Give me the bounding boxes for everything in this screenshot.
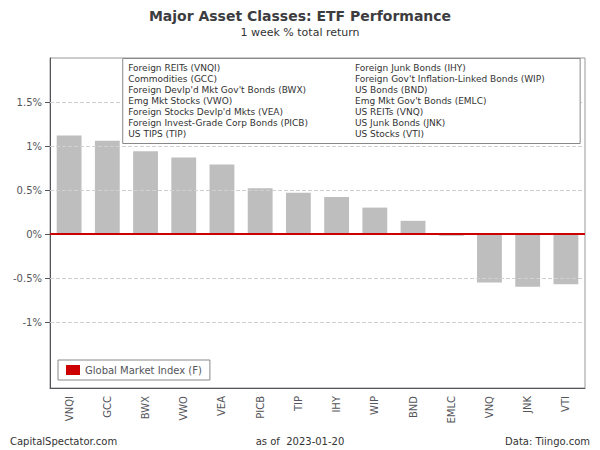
svg-text:VTI: VTI bbox=[560, 396, 571, 412]
svg-text:GCC: GCC bbox=[102, 396, 113, 418]
svg-text:-1%: -1% bbox=[23, 317, 42, 328]
svg-text:BWX: BWX bbox=[140, 396, 151, 419]
svg-text:WIP: WIP bbox=[369, 396, 380, 415]
svg-text:1.5%: 1.5% bbox=[17, 97, 42, 108]
svg-text:TIP: TIP bbox=[293, 396, 304, 412]
svg-text:Data: Tiingo.com: Data: Tiingo.com bbox=[505, 436, 590, 447]
svg-text:Commodities (GCC): Commodities (GCC) bbox=[128, 74, 217, 84]
svg-text:US Stocks (VTI): US Stocks (VTI) bbox=[355, 129, 424, 139]
svg-text:JNK: JNK bbox=[522, 396, 533, 414]
svg-text:Foreign REITs (VNQI): Foreign REITs (VNQI) bbox=[128, 63, 220, 73]
svg-text:1 week % total return: 1 week % total return bbox=[240, 26, 359, 39]
svg-text:Foreign Devlp'd Mkt Gov't Bond: Foreign Devlp'd Mkt Gov't Bonds (BWX) bbox=[128, 85, 306, 95]
svg-text:VNQ: VNQ bbox=[484, 396, 495, 418]
svg-text:Foreign Junk Bonds (IHY): Foreign Junk Bonds (IHY) bbox=[355, 63, 466, 73]
svg-text:Foreign Stocks Devlp'd Mkts (V: Foreign Stocks Devlp'd Mkts (VEA) bbox=[128, 107, 283, 117]
svg-text:IHY: IHY bbox=[331, 395, 342, 412]
svg-text:1%: 1% bbox=[26, 141, 42, 152]
svg-text:US REITs (VNQ): US REITs (VNQ) bbox=[355, 107, 423, 117]
svg-text:EMLC: EMLC bbox=[446, 396, 457, 424]
svg-text:as of 2023-01-20: as of 2023-01-20 bbox=[256, 436, 345, 447]
svg-text:Emg Mkt Gov't Bonds (EMLC): Emg Mkt Gov't Bonds (EMLC) bbox=[355, 96, 486, 106]
svg-text:Emg Mkt Stocks (VWO): Emg Mkt Stocks (VWO) bbox=[128, 96, 232, 106]
svg-text:Major Asset Classes: ETF Perfo: Major Asset Classes: ETF Performance bbox=[149, 8, 451, 24]
svg-text:PICB: PICB bbox=[255, 396, 266, 419]
svg-text:VNQI: VNQI bbox=[64, 396, 75, 421]
svg-text:VWO: VWO bbox=[178, 396, 189, 421]
svg-text:0.5%: 0.5% bbox=[17, 185, 42, 196]
svg-text:Foreign Gov't Inflation-Linked: Foreign Gov't Inflation-Linked Bonds (WI… bbox=[355, 74, 545, 84]
svg-text:BND: BND bbox=[408, 396, 419, 418]
svg-text:0%: 0% bbox=[26, 229, 42, 240]
svg-text:US TIPS (TIP): US TIPS (TIP) bbox=[128, 129, 186, 139]
svg-text:CapitalSpectator.com: CapitalSpectator.com bbox=[10, 436, 117, 447]
svg-text:-0.5%: -0.5% bbox=[13, 273, 42, 284]
svg-text:Global Market Index (F): Global Market Index (F) bbox=[85, 365, 202, 376]
svg-text:US Bonds (BND): US Bonds (BND) bbox=[355, 85, 428, 95]
svg-text:VEA: VEA bbox=[216, 396, 227, 416]
svg-text:Foreign Invest-Grade Corp Bond: Foreign Invest-Grade Corp Bonds (PICB) bbox=[128, 118, 308, 128]
svg-text:US Junk Bonds (JNK): US Junk Bonds (JNK) bbox=[355, 118, 445, 128]
